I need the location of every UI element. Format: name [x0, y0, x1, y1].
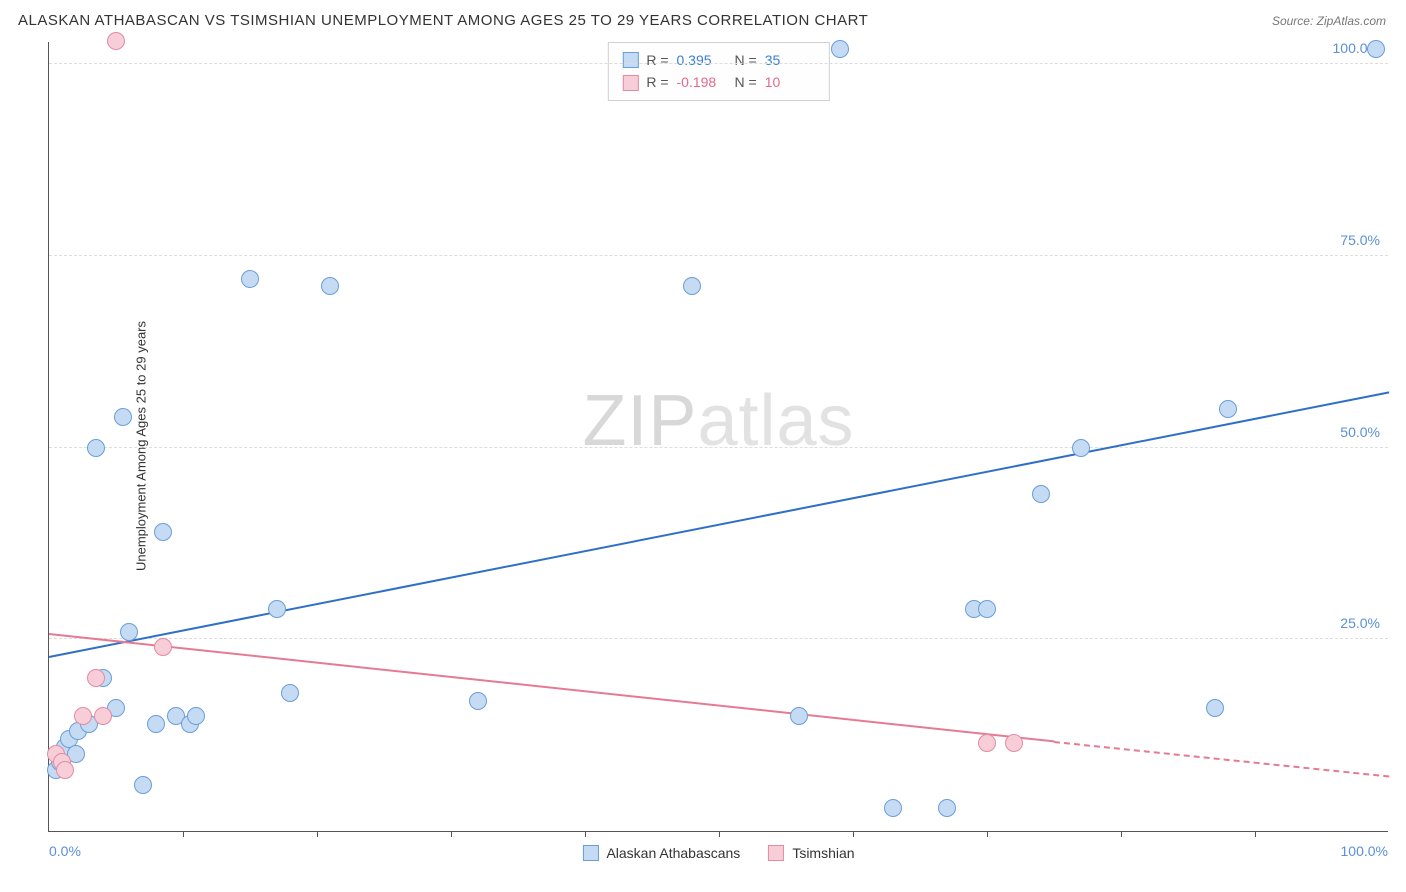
legend-n-label: N =: [735, 71, 757, 93]
x-tick: [317, 831, 318, 837]
legend-r-label: R =: [646, 71, 668, 93]
data-point: [281, 684, 299, 702]
legend-r-label: R =: [646, 49, 668, 71]
x-tick: [1255, 831, 1256, 837]
series-legend: Alaskan Athabascans Tsimshian: [582, 845, 854, 861]
data-point: [831, 40, 849, 58]
data-point: [1072, 439, 1090, 457]
data-point: [187, 707, 205, 725]
y-tick-label: 75.0%: [1340, 232, 1380, 248]
legend-swatch: [582, 845, 598, 861]
legend-n-label: N =: [735, 49, 757, 71]
series-legend-label: Tsimshian: [792, 845, 854, 861]
x-tick: [1121, 831, 1122, 837]
x-tick: [183, 831, 184, 837]
data-point: [1219, 400, 1237, 418]
data-point: [134, 776, 152, 794]
x-tick: [987, 831, 988, 837]
data-point: [56, 761, 74, 779]
plot-area: ZIPatlas R =0.395N =35R =-0.198N =10 0.0…: [48, 42, 1388, 832]
data-point: [107, 32, 125, 50]
series-legend-label: Alaskan Athabascans: [606, 845, 740, 861]
gridline: [49, 638, 1388, 639]
x-tick: [853, 831, 854, 837]
legend-swatch: [622, 75, 638, 91]
data-point: [154, 523, 172, 541]
series-legend-item: Alaskan Athabascans: [582, 845, 740, 861]
legend-r-value: -0.198: [677, 71, 727, 93]
y-tick-label: 25.0%: [1340, 615, 1380, 631]
data-point: [74, 707, 92, 725]
gridline: [49, 447, 1388, 448]
legend-row: R = 0.395 N = 35: [622, 49, 814, 71]
regression-line: [1054, 741, 1389, 778]
chart-title: ALASKAN ATHABASCAN VS TSIMSHIAN UNEMPLOY…: [18, 12, 868, 29]
data-point: [1032, 485, 1050, 503]
data-point: [268, 600, 286, 618]
data-point: [87, 669, 105, 687]
data-point: [94, 707, 112, 725]
regression-line: [49, 633, 1054, 742]
data-point: [790, 707, 808, 725]
data-point: [938, 799, 956, 817]
data-point: [683, 277, 701, 295]
x-axis-max-label: 100.0%: [1341, 843, 1388, 859]
legend-row: R = -0.198 N = 10: [622, 71, 814, 93]
data-point: [469, 692, 487, 710]
x-axis-min-label: 0.0%: [49, 843, 81, 859]
data-point: [1206, 699, 1224, 717]
data-point: [147, 715, 165, 733]
x-tick: [585, 831, 586, 837]
data-point: [978, 734, 996, 752]
legend-swatch: [768, 845, 784, 861]
data-point: [884, 799, 902, 817]
data-point: [87, 439, 105, 457]
data-point: [114, 408, 132, 426]
data-point: [1367, 40, 1385, 58]
data-point: [321, 277, 339, 295]
x-tick: [719, 831, 720, 837]
gridline: [49, 255, 1388, 256]
data-point: [241, 270, 259, 288]
regression-line: [49, 392, 1389, 659]
legend-n-value: 10: [765, 71, 815, 93]
legend-r-value: 0.395: [677, 49, 727, 71]
data-point: [1005, 734, 1023, 752]
data-point: [978, 600, 996, 618]
data-point: [154, 638, 172, 656]
correlation-legend: R = 0.395 N = 35 R = -0.198 N = 10: [607, 42, 829, 101]
data-point: [120, 623, 138, 641]
source-attribution: Source: ZipAtlas.com: [1272, 14, 1386, 28]
series-legend-item: Tsimshian: [768, 845, 854, 861]
watermark: ZIPatlas: [582, 380, 854, 462]
gridline: [49, 63, 1388, 64]
legend-swatch: [622, 52, 638, 68]
x-tick: [451, 831, 452, 837]
legend-n-value: 35: [765, 49, 815, 71]
y-tick-label: 50.0%: [1340, 424, 1380, 440]
